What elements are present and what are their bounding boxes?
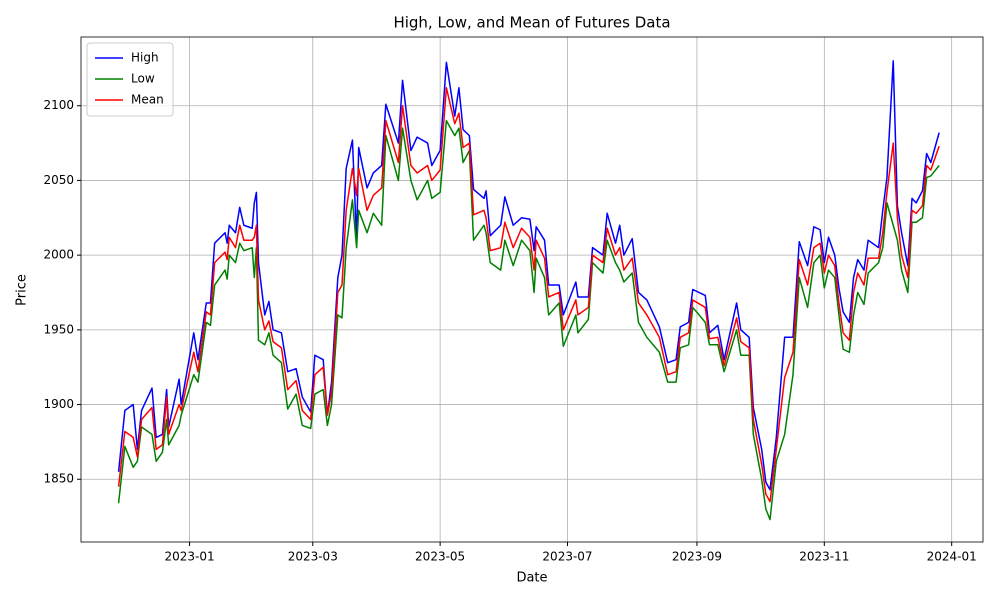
plot-frame — [80, 36, 984, 543]
x-tick-label: 2023-03 — [288, 550, 338, 564]
x-tick-label: 2023-07 — [542, 550, 592, 564]
x-tick-label: 2023-11 — [799, 550, 849, 564]
legend-box — [86, 42, 174, 117]
x-axis-label: Date — [516, 571, 547, 586]
x-tick-label: 2024-01 — [927, 550, 977, 564]
y-tick-label: 2100 — [43, 98, 74, 112]
x-tick-label: 2023-05 — [415, 550, 465, 564]
y-tick-label: 2000 — [43, 248, 74, 262]
x-tick-label: 2023-09 — [672, 550, 722, 564]
legend-label: Mean — [131, 93, 164, 107]
y-tick-label: 1900 — [43, 397, 74, 411]
x-tick-label: 2023-01 — [165, 550, 215, 564]
chart-title: High, Low, and Mean of Futures Data — [393, 14, 670, 32]
y-axis-label: Price — [15, 274, 30, 306]
series-line — [117, 119, 940, 521]
legend-label: Low — [131, 72, 155, 86]
series-line — [117, 60, 940, 491]
series-line — [117, 87, 940, 503]
y-tick-label: 1850 — [43, 472, 74, 486]
y-tick-label: 2050 — [43, 173, 74, 187]
legend-label: High — [131, 51, 159, 65]
y-tick-label: 1950 — [43, 322, 74, 336]
